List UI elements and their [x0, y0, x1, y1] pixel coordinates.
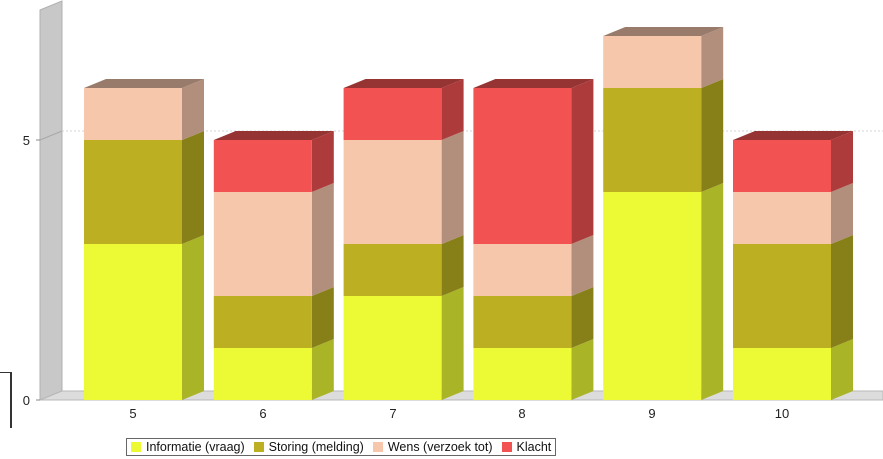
bar-segment-9-informatie	[603, 183, 724, 400]
bar-segment-6-informatie	[213, 339, 334, 400]
bar-segment-6-wens	[213, 183, 334, 296]
bar-segment-5-storing	[84, 131, 204, 244]
x-tick-7: 7	[389, 406, 396, 421]
legend-item-wens: Wens (verzoek tot)	[372, 440, 493, 454]
x-tick-8: 8	[518, 406, 525, 421]
legend-swatch-storing	[253, 442, 264, 452]
y-tick-0: 0	[23, 393, 30, 408]
legend-swatch-klacht	[501, 442, 512, 452]
bar-segment-8-klacht	[473, 79, 594, 244]
bar-segment-10-storing	[733, 235, 853, 348]
bar-segment-7-wens	[343, 131, 464, 244]
bar-segment-8-wens	[473, 235, 594, 296]
bars-group	[84, 27, 853, 400]
legend-label-storing: Storing (melding)	[268, 440, 364, 454]
bar-segment-5-wens	[84, 79, 204, 140]
left-edge-fragment	[0, 372, 12, 428]
bar-segment-10-klacht	[733, 131, 853, 192]
legend-swatch-informatie	[131, 442, 141, 452]
bar-segment-8-informatie	[473, 339, 594, 400]
x-tick-9: 9	[648, 406, 655, 421]
bar-segment-6-storing	[213, 287, 334, 348]
bar-segment-10-informatie	[733, 339, 853, 400]
bar-segment-7-storing	[343, 235, 464, 296]
legend-label-klacht: Klacht	[516, 440, 552, 454]
legend-label-wens: Wens (verzoek tot)	[387, 440, 493, 454]
legend-label-informatie: Informatie (vraag)	[146, 440, 245, 454]
bar-segment-9-wens	[603, 27, 724, 88]
legend: Informatie (vraag) Storing (melding) Wen…	[126, 438, 557, 456]
legend-item-storing: Storing (melding)	[253, 440, 364, 454]
bar-segment-7-informatie	[343, 287, 464, 400]
x-tick-6: 6	[259, 406, 266, 421]
legend-item-informatie: Informatie (vraag)	[131, 440, 245, 454]
y-tick-5: 5	[23, 133, 30, 148]
bar-segment-8-storing	[473, 287, 594, 348]
x-tick-10: 10	[775, 406, 789, 421]
gridline-5-wall	[39, 130, 63, 141]
legend-swatch-wens	[372, 442, 383, 452]
x-tick-5: 5	[129, 406, 136, 421]
bar-segment-10-wens	[733, 183, 853, 244]
legend-item-klacht: Klacht	[501, 440, 552, 454]
bar-segment-9-storing	[603, 79, 724, 192]
axis-labels: 0 5 5 6 7 8 9 10	[23, 133, 789, 421]
bar-segment-7-klacht	[343, 79, 464, 140]
bar-segment-6-klacht	[213, 131, 334, 192]
plot-left-wall	[39, 0, 63, 401]
bar-segment-5-informatie	[84, 235, 204, 400]
